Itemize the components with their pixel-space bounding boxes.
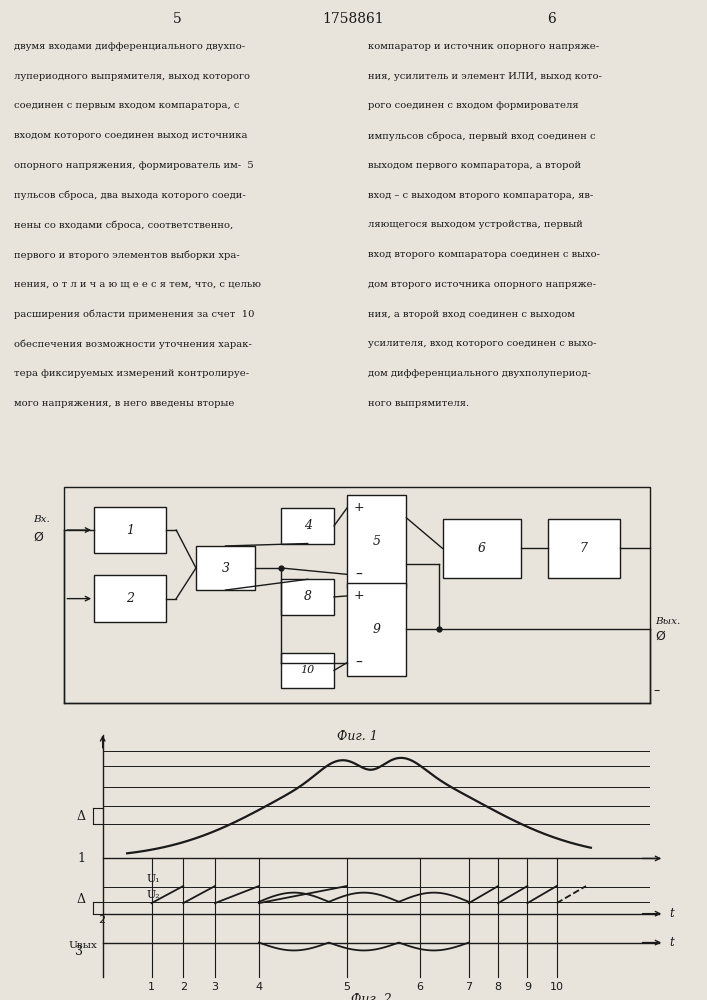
Text: Фиг. 2: Фиг. 2 bbox=[351, 993, 392, 1000]
Bar bbox=[281, 508, 334, 544]
Text: Δ: Δ bbox=[76, 893, 86, 906]
Bar bbox=[196, 546, 255, 590]
Text: усилителя, вход которого соединен с выхо-: усилителя, вход которого соединен с выхо… bbox=[368, 339, 596, 348]
Text: обеспечения возможности уточнения харак-: обеспечения возможности уточнения харак- bbox=[14, 339, 252, 349]
Text: 3: 3 bbox=[211, 982, 218, 992]
Text: 2: 2 bbox=[180, 982, 187, 992]
Text: ния, усилитель и элемент ИЛИ, выход кото-: ния, усилитель и элемент ИЛИ, выход кото… bbox=[368, 72, 602, 81]
Text: +: + bbox=[354, 589, 364, 602]
Text: ного выпрямителя.: ного выпрямителя. bbox=[368, 399, 469, 408]
Text: 1: 1 bbox=[126, 524, 134, 537]
Text: Uвых: Uвых bbox=[69, 941, 98, 950]
Text: лупериодного выпрямителя, выход которого: лупериодного выпрямителя, выход которого bbox=[14, 72, 250, 81]
Text: ляющегося выходом устройства, первый: ляющегося выходом устройства, первый bbox=[368, 220, 583, 229]
Text: вход – с выходом второго компаратора, яв-: вход – с выходом второго компаратора, яв… bbox=[368, 191, 593, 200]
Text: 10: 10 bbox=[300, 665, 315, 675]
Text: расширения области применения за счет  10: расширения области применения за счет 10 bbox=[14, 310, 255, 319]
Text: тера фиксируемых измерений контролируе-: тера фиксируемых измерений контролируе- bbox=[14, 369, 250, 378]
Text: –: – bbox=[356, 656, 363, 670]
Text: 5: 5 bbox=[373, 535, 381, 548]
Bar bbox=[281, 579, 334, 615]
Text: +: + bbox=[354, 501, 364, 514]
Text: Вых.: Вых. bbox=[655, 617, 680, 626]
Text: двумя входами дифференциального двухпо-: двумя входами дифференциального двухпо- bbox=[14, 42, 245, 51]
Text: U₂: U₂ bbox=[146, 890, 160, 900]
Text: рого соединен с входом формирователя: рого соединен с входом формирователя bbox=[368, 101, 578, 110]
Text: нены со входами сброса, соответственно,: нены со входами сброса, соответственно, bbox=[14, 220, 233, 230]
Bar bbox=[347, 583, 407, 676]
Text: вход второго компаратора соединен с выхо-: вход второго компаратора соединен с выхо… bbox=[368, 250, 600, 259]
Text: t: t bbox=[669, 907, 674, 920]
Text: дом дифференциального двухполупериод-: дом дифференциального двухполупериод- bbox=[368, 369, 590, 378]
Text: 6: 6 bbox=[547, 12, 556, 26]
Text: компаратор и источник опорного напряже-: компаратор и источник опорного напряже- bbox=[368, 42, 599, 51]
Text: 1: 1 bbox=[148, 982, 155, 992]
Text: 1758861: 1758861 bbox=[322, 12, 385, 26]
Bar bbox=[347, 494, 407, 588]
Text: первого и второго элементов выборки хра-: первого и второго элементов выборки хра- bbox=[14, 250, 240, 260]
Text: Фиг. 1: Фиг. 1 bbox=[337, 730, 378, 743]
Text: 8: 8 bbox=[304, 590, 312, 603]
Text: 5: 5 bbox=[344, 982, 350, 992]
Text: Вх.: Вх. bbox=[33, 515, 50, 524]
Text: 3: 3 bbox=[75, 945, 83, 958]
Text: опорного напряжения, формирователь им-  5: опорного напряжения, формирователь им- 5 bbox=[14, 161, 254, 170]
Text: пульсов сброса, два выхода которого соеди-: пульсов сброса, два выхода которого соед… bbox=[14, 191, 246, 200]
Bar bbox=[94, 507, 166, 553]
Text: 10: 10 bbox=[549, 982, 563, 992]
Text: выходом первого компаратора, а второй: выходом первого компаратора, а второй bbox=[368, 161, 580, 170]
Text: входом которого соединен выход источника: входом которого соединен выход источника bbox=[14, 131, 247, 140]
Text: Δ: Δ bbox=[76, 810, 86, 823]
Text: –: – bbox=[653, 684, 659, 697]
Text: 4: 4 bbox=[255, 982, 262, 992]
Text: 8: 8 bbox=[494, 982, 502, 992]
Text: 1: 1 bbox=[78, 852, 86, 865]
Text: 7: 7 bbox=[580, 542, 588, 555]
Bar bbox=[94, 575, 166, 622]
Text: 6: 6 bbox=[416, 982, 423, 992]
Text: 9: 9 bbox=[373, 623, 381, 636]
Text: импульсов сброса, первый вход соединен с: импульсов сброса, первый вход соединен с bbox=[368, 131, 595, 141]
Text: 3: 3 bbox=[221, 562, 230, 574]
Text: 6: 6 bbox=[478, 542, 486, 555]
Bar bbox=[64, 487, 650, 703]
Bar bbox=[281, 653, 334, 688]
Text: мого напряжения, в него введены вторые: мого напряжения, в него введены вторые bbox=[14, 399, 235, 408]
Text: –: – bbox=[356, 567, 363, 581]
Text: нения, о т л и ч а ю щ е е с я тем, что, с целью: нения, о т л и ч а ю щ е е с я тем, что,… bbox=[14, 280, 261, 289]
Text: Ø: Ø bbox=[33, 531, 43, 544]
Text: соединен с первым входом компаратора, с: соединен с первым входом компаратора, с bbox=[14, 101, 240, 110]
Text: 2: 2 bbox=[126, 592, 134, 605]
Text: 7: 7 bbox=[465, 982, 472, 992]
Text: 5: 5 bbox=[173, 12, 181, 26]
Text: 2: 2 bbox=[98, 915, 105, 925]
Text: t: t bbox=[669, 936, 674, 949]
Text: дом второго источника опорного напряже-: дом второго источника опорного напряже- bbox=[368, 280, 595, 289]
Text: U₁: U₁ bbox=[146, 874, 160, 884]
Text: 4: 4 bbox=[304, 519, 312, 532]
Text: 9: 9 bbox=[524, 982, 531, 992]
Text: Ø: Ø bbox=[655, 630, 665, 643]
Bar bbox=[443, 519, 522, 578]
Bar bbox=[548, 519, 620, 578]
Text: ния, а второй вход соединен с выходом: ния, а второй вход соединен с выходом bbox=[368, 310, 575, 319]
